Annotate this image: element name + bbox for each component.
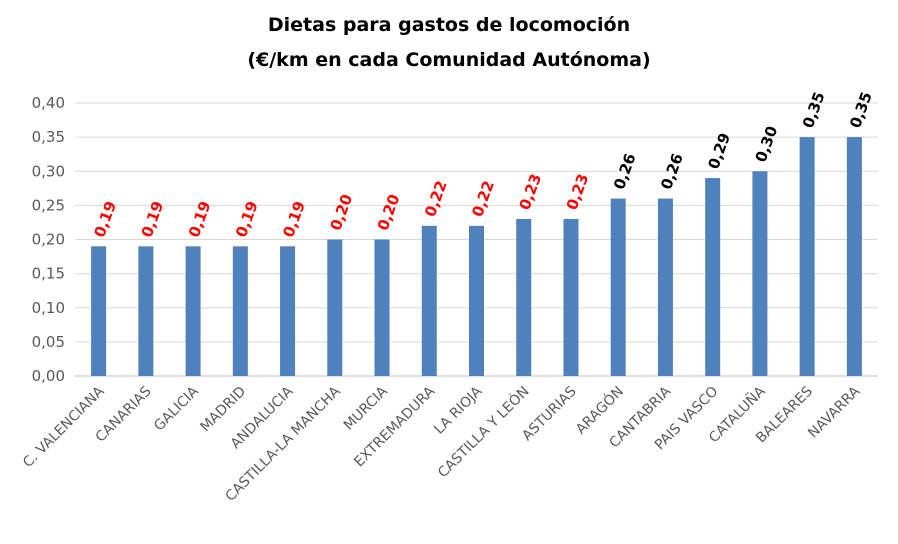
bar [374, 239, 390, 376]
bar [752, 171, 768, 376]
data-label: 0,22 [468, 178, 498, 219]
chart-title-line-2: (€/km en cada Comunidad Autónoma) [247, 49, 650, 71]
y-tick-label: 0,20 [32, 231, 65, 249]
data-label: 0,35 [799, 90, 829, 131]
y-tick-label: 0,25 [32, 196, 65, 214]
bar [705, 178, 721, 376]
y-tick-label: 0,15 [32, 265, 65, 283]
bars [91, 137, 862, 376]
x-tick-label: GALICIA [151, 383, 202, 434]
x-axis-ticks: C. VALENCIANACANARIASGALICIAMADRIDANDALU… [20, 382, 863, 505]
y-tick-label: 0,40 [32, 94, 65, 112]
y-tick-label: 0,00 [32, 367, 65, 385]
y-tick-label: 0,35 [32, 128, 65, 146]
bar [516, 219, 532, 376]
bar [846, 137, 862, 376]
bar [91, 246, 107, 376]
bar [469, 225, 484, 376]
bar [610, 198, 626, 376]
data-label: 0,20 [374, 192, 404, 233]
x-tick-label: EXTREMADURA [351, 383, 438, 470]
x-tick-label: NAVARRA [805, 383, 863, 441]
bar [799, 137, 815, 376]
y-tick-label: 0,05 [32, 333, 65, 351]
data-label: 0,20 [327, 192, 357, 233]
data-label: 0,23 [516, 171, 546, 212]
chart-title-line-1: Dietas para gastos de locomoción [268, 14, 630, 36]
data-label: 0,23 [563, 171, 593, 212]
bar [327, 239, 343, 376]
bar [421, 225, 437, 376]
data-label: 0,22 [421, 178, 451, 219]
data-label: 0,30 [752, 124, 782, 165]
x-tick-label: C. VALENCIANA [20, 383, 108, 471]
bar [563, 219, 579, 376]
bar [185, 246, 201, 376]
bar [138, 246, 154, 376]
y-tick-label: 0,30 [32, 162, 65, 180]
data-label: 0,35 [846, 90, 876, 131]
y-axis-ticks: 0,00 0,05 0,10 0,15 0,20 0,25 0,30 0,35 0,40 [32, 94, 65, 385]
bar [280, 246, 296, 376]
bar [232, 246, 248, 376]
y-tick-label: 0,10 [32, 299, 65, 317]
bar [657, 198, 673, 376]
